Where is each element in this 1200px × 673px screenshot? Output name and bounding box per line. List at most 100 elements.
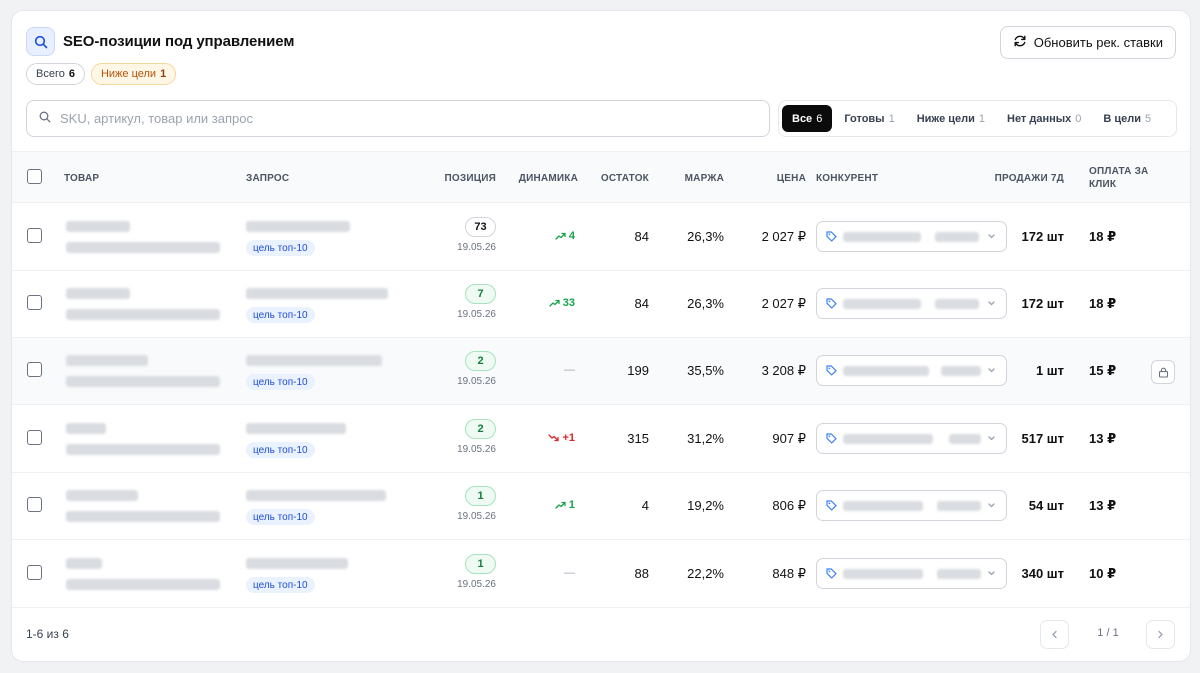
competitor-price-blurred xyxy=(935,299,979,309)
filter-tab-on-target-label: В цели xyxy=(1103,112,1142,125)
tag-icon xyxy=(826,365,837,376)
search-input[interactable] xyxy=(60,111,769,126)
tag-icon xyxy=(826,298,837,309)
table-row[interactable]: цель топ-10 1 19.05.26 — 88 22,2% 848 ₽ … xyxy=(12,541,1190,608)
cost-per-click-value: 13 ₽ xyxy=(1089,498,1117,513)
select-all-checkbox[interactable] xyxy=(27,169,42,184)
col-dynamics[interactable]: ДИНАМИКА xyxy=(518,172,578,184)
trend-up-icon xyxy=(549,299,560,307)
competitor-select[interactable] xyxy=(816,288,1007,319)
competitor-price-blurred xyxy=(937,569,981,579)
goal-chip: цель топ-10 xyxy=(246,577,315,593)
stock-value: 199 xyxy=(627,363,649,378)
competitor-price-blurred xyxy=(935,232,979,242)
row-checkbox[interactable] xyxy=(27,565,42,580)
competitor-select[interactable] xyxy=(816,490,1007,521)
competitor-price-blurred xyxy=(937,501,981,511)
position-date: 19.05.26 xyxy=(457,511,496,522)
table-header: ТОВАР ЗАПРОС ПОЗИЦИЯ ДИНАМИКА ОСТАТОК МА… xyxy=(12,151,1190,204)
filter-tab-no-data[interactable]: Нет данных 0 xyxy=(997,105,1091,132)
competitor-select[interactable] xyxy=(816,423,1007,454)
dynamics-value: 4 xyxy=(555,230,575,242)
col-query[interactable]: ЗАПРОС xyxy=(246,172,290,184)
seo-positions-card: SEO-позиции под управлением Всего 6 Ниже… xyxy=(11,10,1191,662)
stock-value: 4 xyxy=(641,498,649,513)
row-checkbox[interactable] xyxy=(27,228,42,243)
col-product[interactable]: ТОВАР xyxy=(64,172,100,184)
price-value: 848 ₽ xyxy=(772,566,806,581)
chevron-down-icon xyxy=(988,503,995,508)
row-checkbox[interactable] xyxy=(27,295,42,310)
dynamics-number: 33 xyxy=(562,297,575,309)
prev-page-button[interactable] xyxy=(1040,620,1069,649)
search-icon xyxy=(26,27,55,56)
product-name-blurred xyxy=(66,242,220,253)
dynamics-number: 1 xyxy=(568,499,575,511)
col-cost-per-click-line1: ОПЛАТА ЗА xyxy=(1089,166,1149,177)
col-sales-7d[interactable]: ПРОДАЖИ 7Д xyxy=(994,172,1064,184)
refresh-bids-button[interactable]: Обновить рек. ставки xyxy=(999,26,1176,59)
page-indicator: 1 / 1 xyxy=(1097,627,1119,639)
chevron-right-icon xyxy=(1158,630,1163,639)
next-page-button[interactable] xyxy=(1146,620,1175,649)
filter-tab-ready-label: Готовы xyxy=(844,112,885,125)
tag-icon xyxy=(826,500,837,511)
margin-value: 19,2% xyxy=(687,498,724,513)
col-margin[interactable]: МАРЖА xyxy=(684,172,724,184)
filter-tab-on-target[interactable]: В цели 5 xyxy=(1093,105,1161,132)
refresh-icon xyxy=(1013,34,1027,51)
page-title: SEO-позиции под управлением xyxy=(63,33,295,50)
filter-tab-no-data-count: 0 xyxy=(1075,112,1082,125)
dynamics-value: — xyxy=(564,567,575,579)
product-sku-blurred xyxy=(66,355,148,366)
competitor-name-blurred xyxy=(843,569,923,579)
cost-per-click-value: 15 ₽ xyxy=(1089,363,1117,378)
sales-7d-value: 172 шт xyxy=(1021,296,1064,311)
query-text-blurred xyxy=(246,558,348,569)
table-row[interactable]: цель топ-10 2 19.05.26 +1 315 31,2% 907 … xyxy=(12,406,1190,473)
table-row[interactable]: цель топ-10 7 19.05.26 33 84 26,3% 2 027… xyxy=(12,271,1190,338)
dynamics-value: 33 xyxy=(549,297,575,309)
competitor-select[interactable] xyxy=(816,221,1007,252)
badge-total: Всего 6 xyxy=(26,63,85,85)
competitor-price-blurred xyxy=(941,366,981,376)
product-name-blurred xyxy=(66,579,220,590)
chevron-down-icon xyxy=(988,368,995,373)
filter-tab-ready[interactable]: Готовы 1 xyxy=(834,105,904,132)
position-badge: 73 xyxy=(465,217,496,237)
cost-per-click-value: 18 ₽ xyxy=(1089,229,1117,244)
sales-7d-value: 54 шт xyxy=(1028,498,1064,513)
col-cost-per-click[interactable]: ОПЛАТА ЗА КЛИК xyxy=(1089,152,1148,204)
table-row[interactable]: цель топ-10 2 19.05.26 — 199 35,5% 3 208… xyxy=(12,338,1190,405)
competitor-select[interactable] xyxy=(816,355,1007,386)
filter-tab-all[interactable]: Все 6 xyxy=(782,105,833,132)
row-checkbox[interactable] xyxy=(27,497,42,512)
sales-7d-value: 340 шт xyxy=(1021,566,1064,581)
product-name-blurred xyxy=(66,511,220,522)
dynamics-number: — xyxy=(564,364,575,376)
goal-chip: цель топ-10 xyxy=(246,240,315,256)
table-row[interactable]: цель топ-10 1 19.05.26 1 4 19,2% 806 ₽ 5… xyxy=(12,473,1190,540)
position-badge: 1 xyxy=(465,554,496,574)
position-badge: 1 xyxy=(465,486,496,506)
cost-per-click-value: 10 ₽ xyxy=(1089,566,1117,581)
filter-tab-below-count: 1 xyxy=(978,112,985,125)
col-stock[interactable]: ОСТАТОК xyxy=(600,172,649,184)
lock-bid-button[interactable] xyxy=(1151,360,1175,384)
badge-below-label: Ниже цели xyxy=(100,68,157,80)
col-position[interactable]: ПОЗИЦИЯ xyxy=(444,172,496,184)
position-badge: 2 xyxy=(465,351,496,371)
col-competitor[interactable]: КОНКУРЕНТ xyxy=(816,172,879,184)
position-date: 19.05.26 xyxy=(457,444,496,455)
badge-total-label: Всего xyxy=(36,68,65,80)
filter-tab-below-label: Ниже цели xyxy=(916,112,975,125)
table-row[interactable]: цель топ-10 73 19.05.26 4 84 26,3% 2 027… xyxy=(12,204,1190,271)
margin-value: 31,2% xyxy=(687,431,724,446)
tag-icon xyxy=(826,568,837,579)
dynamics-value: 1 xyxy=(555,499,575,511)
filter-tab-below-target[interactable]: Ниже цели 1 xyxy=(907,105,995,132)
col-price[interactable]: ЦЕНА xyxy=(776,172,806,184)
competitor-select[interactable] xyxy=(816,558,1007,589)
row-checkbox[interactable] xyxy=(27,362,42,377)
row-checkbox[interactable] xyxy=(27,430,42,445)
